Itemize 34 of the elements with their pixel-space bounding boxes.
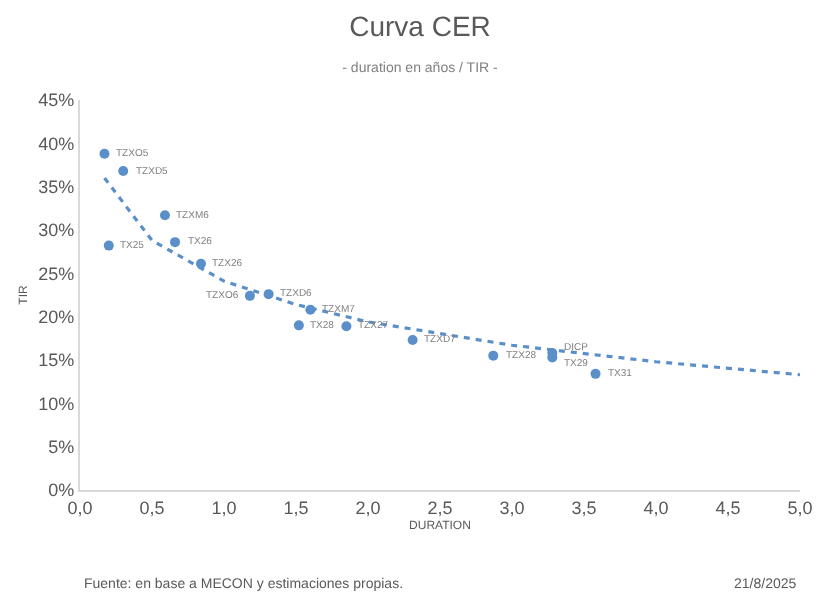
x-tick-label: 0,5 bbox=[139, 497, 165, 518]
x-tick-label: 2,5 bbox=[427, 497, 453, 518]
point bbox=[103, 240, 114, 251]
point bbox=[341, 321, 352, 332]
x-tick-label: 0,0 bbox=[67, 497, 93, 518]
x-tick-label: 1,0 bbox=[211, 497, 237, 518]
y-tick-label: 0% bbox=[48, 480, 75, 501]
y-tick-label: 35% bbox=[38, 176, 75, 197]
y-tick-label: 30% bbox=[38, 220, 75, 241]
point bbox=[590, 368, 601, 379]
point bbox=[244, 290, 255, 301]
x-tick-label: 4,0 bbox=[643, 497, 669, 518]
point bbox=[118, 166, 129, 177]
x-tick-label: 2,0 bbox=[355, 497, 381, 518]
y-tick-label: 10% bbox=[38, 393, 75, 414]
y-tick-label: 45% bbox=[38, 90, 75, 111]
x-tick-label: 5,0 bbox=[787, 497, 813, 518]
point bbox=[488, 350, 499, 361]
x-tick-label: 1,5 bbox=[283, 497, 309, 518]
y-tick-label: 20% bbox=[38, 306, 75, 327]
point bbox=[170, 237, 181, 248]
chart-title: Curva CER bbox=[349, 9, 491, 42]
point bbox=[159, 210, 170, 221]
y-tick-label: 15% bbox=[38, 350, 75, 371]
x-tick-label: 4,5 bbox=[715, 497, 741, 518]
y-tick-label: 40% bbox=[38, 133, 75, 154]
line-series bbox=[102, 176, 800, 377]
point bbox=[99, 148, 110, 159]
y-tick-label: 25% bbox=[38, 263, 75, 284]
x-tick-label: 3,5 bbox=[571, 497, 597, 518]
point bbox=[293, 320, 304, 331]
x-tick-label: 3,0 bbox=[499, 497, 525, 518]
point bbox=[407, 335, 418, 346]
y-tick-label: 5% bbox=[48, 436, 75, 457]
